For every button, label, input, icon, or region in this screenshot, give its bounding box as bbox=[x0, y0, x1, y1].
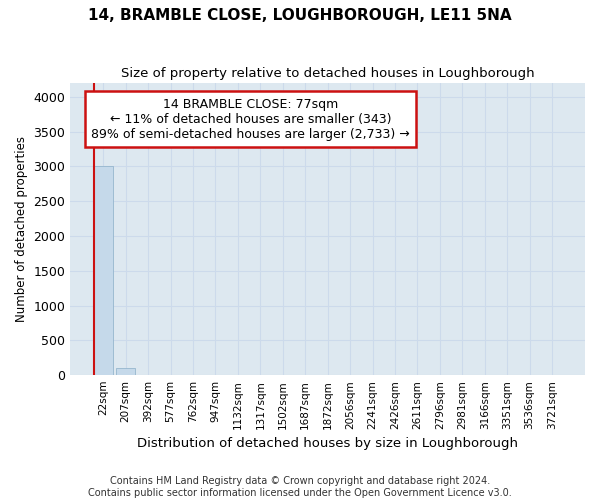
Title: Size of property relative to detached houses in Loughborough: Size of property relative to detached ho… bbox=[121, 68, 535, 80]
Text: 14 BRAMBLE CLOSE: 77sqm
← 11% of detached houses are smaller (343)
89% of semi-d: 14 BRAMBLE CLOSE: 77sqm ← 11% of detache… bbox=[91, 98, 410, 140]
Bar bbox=[94, 166, 113, 375]
Text: Contains HM Land Registry data © Crown copyright and database right 2024.
Contai: Contains HM Land Registry data © Crown c… bbox=[88, 476, 512, 498]
Text: 14, BRAMBLE CLOSE, LOUGHBOROUGH, LE11 5NA: 14, BRAMBLE CLOSE, LOUGHBOROUGH, LE11 5N… bbox=[88, 8, 512, 22]
Y-axis label: Number of detached properties: Number of detached properties bbox=[15, 136, 28, 322]
X-axis label: Distribution of detached houses by size in Loughborough: Distribution of detached houses by size … bbox=[137, 437, 518, 450]
Bar bbox=[116, 368, 135, 375]
